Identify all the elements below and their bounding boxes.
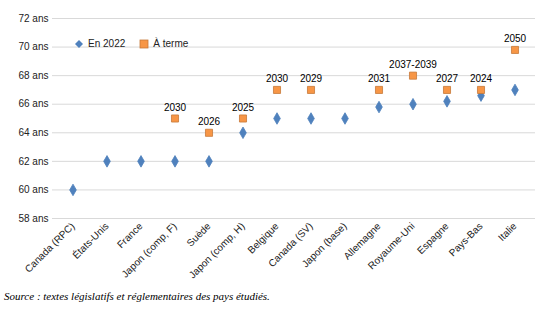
svg-text:68 ans: 68 ans: [18, 70, 48, 81]
svg-text:2025: 2025: [232, 102, 255, 113]
svg-text:72 ans: 72 ans: [18, 13, 48, 24]
svg-text:Allemagne: Allemagne: [341, 220, 383, 262]
svg-text:70 ans: 70 ans: [18, 41, 48, 52]
svg-text:Canada (RPC): Canada (RPC): [23, 220, 77, 274]
svg-text:2024: 2024: [470, 73, 493, 84]
svg-text:2026: 2026: [198, 116, 221, 127]
svg-text:Japon (comp, H): Japon (comp, H): [187, 220, 247, 280]
svg-text:Pays-Bas: Pays-Bas: [447, 220, 485, 258]
svg-text:Japon (comp, F): Japon (comp, F): [119, 220, 178, 279]
svg-text:2037-2039: 2037-2039: [389, 59, 437, 70]
svg-text:Suède: Suède: [184, 220, 213, 249]
svg-text:2031: 2031: [368, 73, 391, 84]
svg-text:58 ans: 58 ans: [18, 213, 48, 224]
svg-text:Japon (base): Japon (base): [300, 220, 349, 269]
svg-text:64 ans: 64 ans: [18, 127, 48, 138]
svg-text:62 ans: 62 ans: [18, 156, 48, 167]
svg-text:Italie: Italie: [496, 220, 519, 243]
svg-text:60 ans: 60 ans: [18, 184, 48, 195]
svg-text:2030: 2030: [266, 73, 289, 84]
svg-text:2030: 2030: [164, 102, 187, 113]
svg-text:Espagne: Espagne: [415, 220, 451, 257]
svg-text:2027: 2027: [436, 73, 459, 84]
svg-text:États-Unis: États-Unis: [70, 220, 111, 261]
svg-text:Belgique: Belgique: [245, 220, 281, 256]
svg-text:Royaume-Uni: Royaume-Uni: [366, 220, 417, 271]
svg-text:France: France: [115, 220, 145, 250]
svg-text:Canada (SV): Canada (SV): [266, 220, 315, 270]
html-text:À terme: À terme: [153, 38, 189, 49]
html-text:En 2022: En 2022: [88, 38, 126, 49]
svg-text:2029: 2029: [300, 73, 323, 84]
html-text:Source : textes législatifs et: Source : textes législatifs et réglement…: [4, 290, 270, 302]
svg-text:2050: 2050: [504, 33, 527, 44]
svg-text:66 ans: 66 ans: [18, 98, 48, 109]
